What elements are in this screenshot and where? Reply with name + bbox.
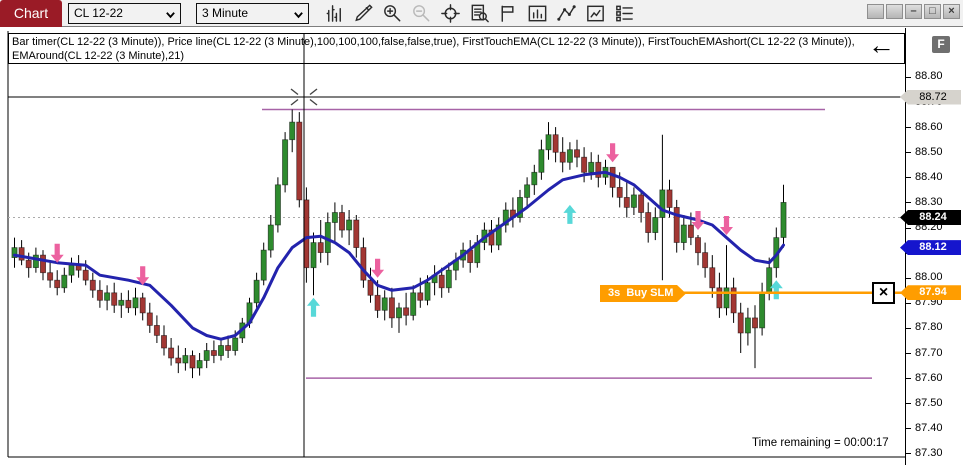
sell-signal-arrow [691,211,705,230]
ema-line [13,170,785,341]
axis-tick-label: 87.40 [915,421,943,434]
candles [11,109,787,379]
close-button[interactable]: × [943,4,960,19]
zoom-out-icon[interactable] [409,2,433,25]
order-cancel-button[interactable]: × [872,282,895,304]
study-list[interactable]: Bar timer(CL 12-22 (3 Minute)), Price li… [8,33,905,64]
draw-pencil-icon[interactable] [351,2,375,25]
axis-tick-label: 88.50 [915,145,943,158]
chart-tab[interactable]: Chart [0,0,62,27]
price-tag: 88.12 [900,240,961,256]
sell-signal-arrow [136,266,150,286]
axis-tick [906,378,911,380]
axis-tick-label: 87.80 [915,321,943,334]
toolbar-extra-button-1[interactable] [867,4,884,19]
snapshot-icon[interactable] [583,2,607,25]
buy-signal-arrow [563,204,577,224]
axis-tick-label: 87.60 [915,371,943,384]
price-tag: 88.24 [900,209,961,225]
chart-bars-window-icon[interactable] [525,2,549,25]
period-dropdown[interactable]: 3 Minute [196,3,309,24]
axis-tick [906,403,911,405]
axis-tick-label: 88.30 [915,195,943,208]
axis-tick-label: 88.80 [915,70,943,83]
axis-tick-label: 87.30 [915,446,943,459]
toolbar-extra-button-2[interactable] [886,4,903,19]
axis-tick [906,76,911,78]
horizontal-lines [8,96,905,379]
price-tag: 88.72 [900,89,961,105]
window-controls: – □ × [867,4,960,19]
crosshair-icon[interactable] [438,2,462,25]
flag-label-icon[interactable] [496,2,520,25]
axis-tick [906,127,911,129]
toolbar-icons [322,2,636,25]
axis-tick [906,227,911,229]
toolbar: Chart CL 12-22 3 Minute – □ × [0,0,963,27]
axis-tick [906,202,911,204]
axis-tick [906,177,911,179]
sell-signal-arrow [50,243,64,263]
axis-tick-label: 88.40 [915,170,943,183]
axis-tick [906,152,911,154]
axis-tick-label: 88.00 [915,271,943,284]
study-report-icon[interactable] [467,2,491,25]
symbol-dropdown[interactable]: CL 12-22 [68,3,181,24]
sell-signal-arrow [371,258,385,278]
axis-tick-label: 88.60 [915,120,943,133]
zoom-in-icon[interactable] [380,2,404,25]
scroll-back-arrow-icon[interactable]: ← [868,30,895,60]
settings-list-icon[interactable] [612,2,636,25]
axis-tick [906,327,911,329]
buy-signal-arrow [769,280,783,300]
sell-signal-arrow [720,216,733,235]
crosshair [290,33,318,457]
line-nodes-icon[interactable] [554,2,578,25]
axis-tick [906,302,911,304]
chevron-down-icon [293,8,304,27]
symbol-dropdown-value: CL 12-22 [74,6,123,20]
bar-chart-icon[interactable] [322,2,346,25]
buy-signal-arrow [307,297,320,317]
order-label[interactable]: 3s Buy SLM [600,285,686,302]
axis-tick-label: 87.50 [915,396,943,409]
restore-button[interactable]: □ [924,4,941,19]
axis-tick-label: 87.70 [915,346,943,359]
chevron-down-icon [165,8,176,27]
sell-signal-arrow [606,143,620,163]
axis-tick [906,353,911,355]
chart-frame [7,31,905,458]
period-dropdown-value: 3 Minute [202,6,249,20]
axis-tick [906,453,911,455]
time-remaining-label: Time remaining = 00:00:17 [752,437,889,449]
price-tag: 87.94 [900,285,961,301]
axis-tick [906,428,911,430]
f-button[interactable]: F [932,36,950,53]
minimize-button[interactable]: – [905,4,922,19]
axis-tick [906,277,911,279]
